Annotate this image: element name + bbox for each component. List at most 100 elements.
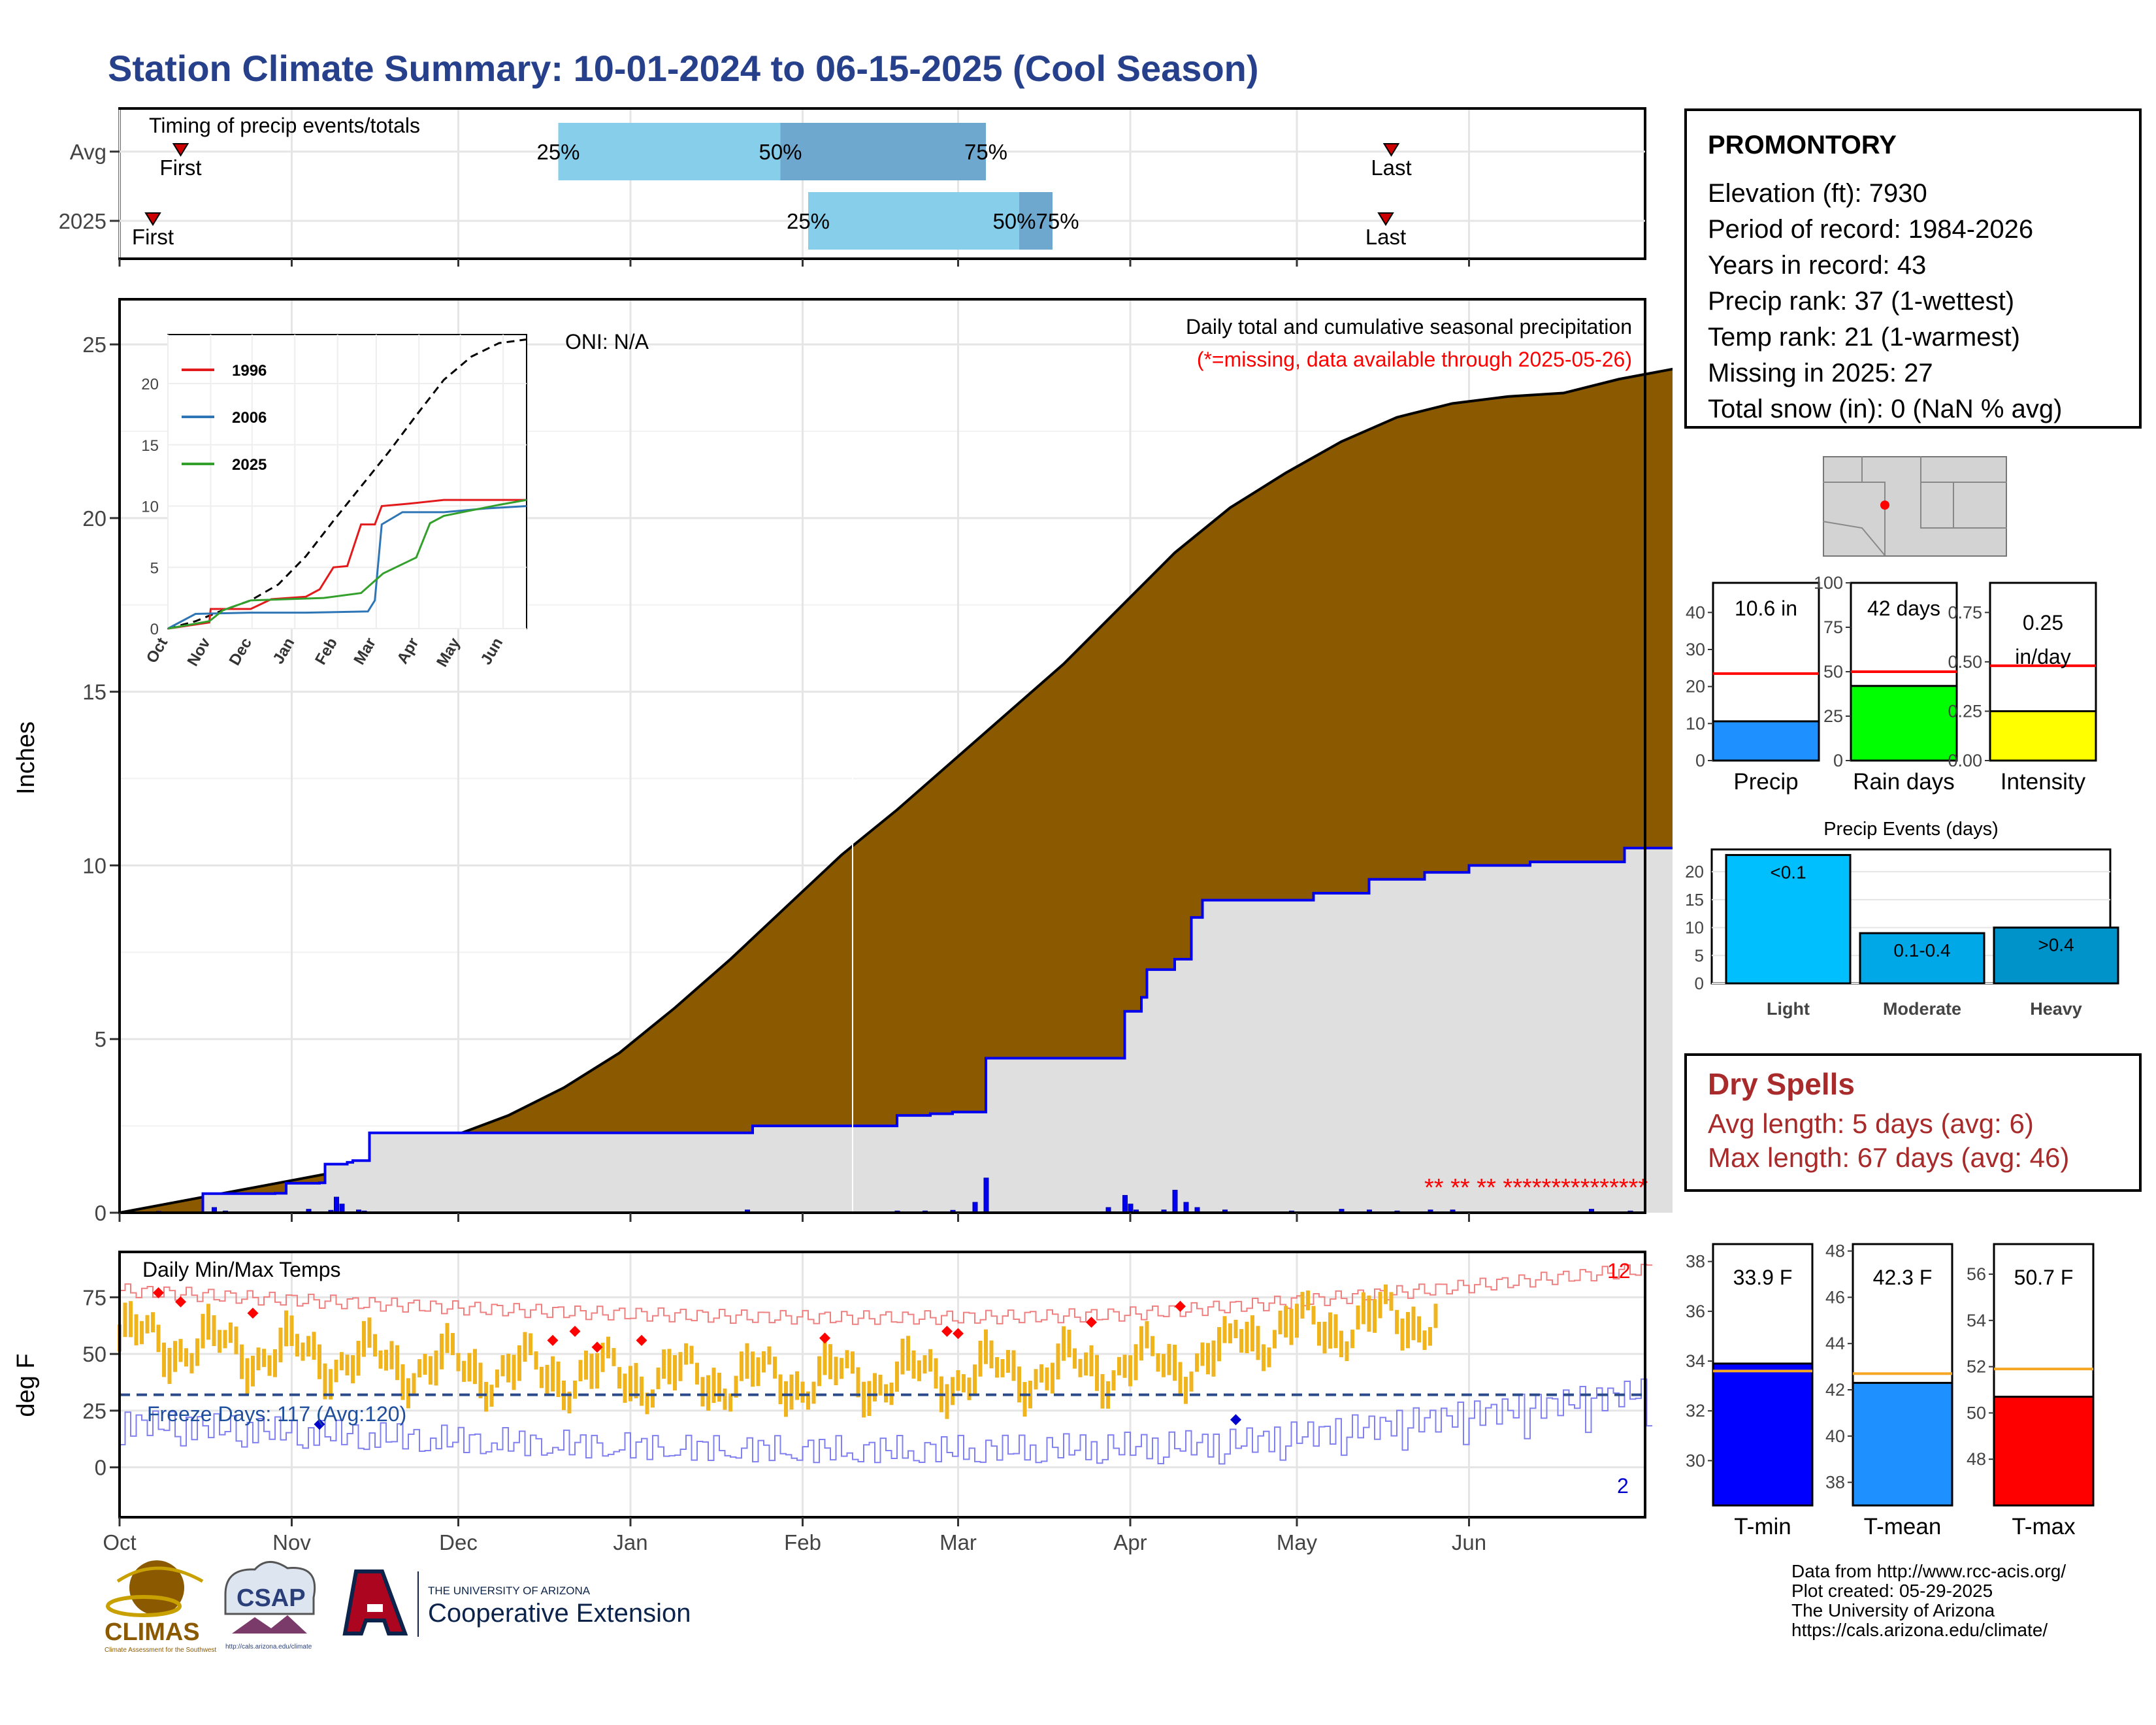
gauge-tick: 0.00 bbox=[1948, 751, 1982, 770]
station-location-marker bbox=[1880, 501, 1889, 510]
gauge-tick: 0.25 bbox=[1948, 701, 1982, 721]
daily-temp-range-bar bbox=[1333, 1314, 1338, 1349]
daily-temp-range-bar bbox=[806, 1391, 810, 1410]
daily-temp-range-bar bbox=[984, 1329, 988, 1364]
inset-y-tick: 20 bbox=[141, 376, 159, 393]
timing-marker-label: First bbox=[159, 156, 201, 180]
inset-avg-line bbox=[167, 338, 527, 630]
daily-temp-range-bar bbox=[284, 1310, 288, 1347]
daily-temp-range-bar bbox=[1039, 1364, 1043, 1383]
precip-events-chart: Precip Events (days) 0 5 10 15 20 <0.1 Light 0.1… bbox=[1685, 819, 2119, 1019]
daily-temp-range-bar bbox=[406, 1378, 410, 1409]
daily-temp-range-bar bbox=[1350, 1329, 1354, 1349]
daily-temp-range-bar bbox=[767, 1346, 772, 1365]
daily-temp-range-bar bbox=[789, 1374, 794, 1410]
gauge-tick: 25 bbox=[1823, 706, 1843, 726]
daily-temp-range-bar bbox=[1117, 1356, 1121, 1375]
daily-temp-range-bar bbox=[684, 1343, 688, 1365]
daily-temp-range-bar bbox=[1222, 1316, 1227, 1343]
record-high-marker bbox=[1086, 1317, 1097, 1328]
timing-marker-label: Last bbox=[1365, 225, 1406, 249]
cumulative-2025-line bbox=[120, 846, 1673, 1214]
daily-temp-range-bar bbox=[384, 1349, 388, 1371]
daily-temp-range-bar bbox=[356, 1341, 361, 1376]
timing-title: Timing of precip events/totals bbox=[149, 114, 420, 137]
gauge-tick: 32 bbox=[1686, 1401, 1705, 1421]
daily-temp-range-bar bbox=[973, 1364, 977, 1395]
daily-temp-range-bar bbox=[606, 1336, 610, 1358]
daily-temp-range-bar bbox=[1328, 1312, 1332, 1349]
record-low-marker bbox=[1230, 1414, 1241, 1426]
daily-temp-range-bar bbox=[740, 1351, 743, 1381]
daily-temp-range-bar bbox=[184, 1348, 188, 1367]
daily-temp-range-bar bbox=[762, 1351, 766, 1373]
inset-chart bbox=[167, 334, 527, 629]
daily-temp-range-bar bbox=[700, 1377, 705, 1407]
y-axis-title: Inches bbox=[12, 721, 40, 795]
gauge-label: Intensity bbox=[2001, 769, 2086, 795]
record-high-marker bbox=[819, 1332, 830, 1344]
gauge-tick: 50 bbox=[1823, 662, 1843, 682]
events-bar bbox=[1993, 927, 2119, 985]
daily-temp-range-bar bbox=[429, 1356, 433, 1385]
daily-temp-range-bar bbox=[412, 1373, 416, 1396]
daily-temp-range-bar bbox=[1395, 1309, 1399, 1334]
gauge-tick: 52 bbox=[1967, 1357, 1986, 1377]
daily-temp-range-bar bbox=[400, 1364, 405, 1400]
daily-temp-range-bar bbox=[301, 1342, 305, 1361]
daily-temp-range-bar bbox=[1217, 1327, 1221, 1362]
daily-temp-range-bar bbox=[456, 1353, 461, 1372]
daily-temp-range-bar bbox=[484, 1381, 488, 1412]
daily-temp-range-bar bbox=[140, 1321, 144, 1345]
daily-temp-range-bar bbox=[1428, 1326, 1432, 1346]
daily-temp-range-bar bbox=[723, 1388, 727, 1410]
daily-temp-range-bar bbox=[1417, 1316, 1421, 1343]
daily-temp-range-bar bbox=[778, 1374, 783, 1405]
daily-temp-range-bar bbox=[784, 1381, 788, 1417]
daily-temp-range-bar bbox=[195, 1338, 199, 1366]
daily-temp-range-bar bbox=[473, 1349, 477, 1385]
timing-bar-25-50 bbox=[558, 123, 781, 180]
daily-temp-range-bar bbox=[206, 1304, 210, 1340]
daily-temp-range-bar bbox=[1339, 1330, 1343, 1358]
events-bar-label: <0.1 bbox=[1770, 862, 1806, 883]
daily-temp-range-bar bbox=[1122, 1355, 1127, 1378]
events-title: Precip Events (days) bbox=[1823, 819, 1999, 840]
daily-temp-range-bar bbox=[1384, 1284, 1388, 1304]
daily-temp-range-bar bbox=[756, 1357, 760, 1387]
record-high-marker bbox=[547, 1334, 559, 1346]
events-y-tick: 5 bbox=[1695, 945, 1704, 965]
daily-temp-range-bar bbox=[445, 1322, 449, 1353]
daily-temp-range-bar bbox=[323, 1363, 327, 1400]
y-tick-label: 0 bbox=[95, 1201, 106, 1225]
gauge-tick: 20 bbox=[1686, 677, 1705, 697]
temp-y-tick: 25 bbox=[82, 1399, 106, 1423]
daily-temp-range-bar bbox=[978, 1340, 983, 1377]
daily-temp-range-bar bbox=[467, 1353, 472, 1382]
events-category: Heavy bbox=[2030, 999, 2082, 1019]
month-tick-label: Nov bbox=[272, 1530, 311, 1554]
gauge-rain-days: 0 25 50 75 100 Rain days 42 days bbox=[1814, 573, 1958, 795]
daily-temp-range-bar bbox=[1034, 1369, 1038, 1390]
daily-temp-range-bar bbox=[1178, 1362, 1183, 1396]
daily-precip-bar bbox=[1183, 1202, 1189, 1213]
month-tick-label: Apr bbox=[1113, 1530, 1147, 1554]
daily-temp-range-bar bbox=[1239, 1329, 1243, 1353]
daily-temp-range-bar bbox=[201, 1313, 205, 1349]
daily-temp-range-bar bbox=[1322, 1321, 1327, 1354]
logos: CLIMAS Climate Assessment for the Southw… bbox=[105, 1560, 691, 1654]
daily-temp-range-bar bbox=[362, 1321, 366, 1357]
daily-temp-range-bar bbox=[134, 1314, 139, 1345]
month-tick-label: Dec bbox=[439, 1530, 478, 1554]
daily-temp-range-bar bbox=[1095, 1355, 1099, 1391]
dry-spells-title: Dry Spells bbox=[1708, 1067, 1855, 1101]
gauge-t-mean: 38 40 42 44 46 48 T-mean 42.3 F bbox=[1825, 1241, 1953, 1539]
university-of-arizona-logo: THE UNIVERSITY OF ARIZONA Cooperative Ex… bbox=[342, 1569, 691, 1637]
daily-temp-range-bar bbox=[1000, 1358, 1005, 1377]
station-info-line: Precip rank: 37 (1-wettest) bbox=[1708, 287, 2015, 316]
daily-temp-range-bar bbox=[989, 1340, 994, 1369]
daily-temp-range-bar bbox=[1356, 1306, 1360, 1330]
record-high-marker bbox=[636, 1334, 647, 1346]
daily-temp-range-bar bbox=[1317, 1322, 1321, 1346]
